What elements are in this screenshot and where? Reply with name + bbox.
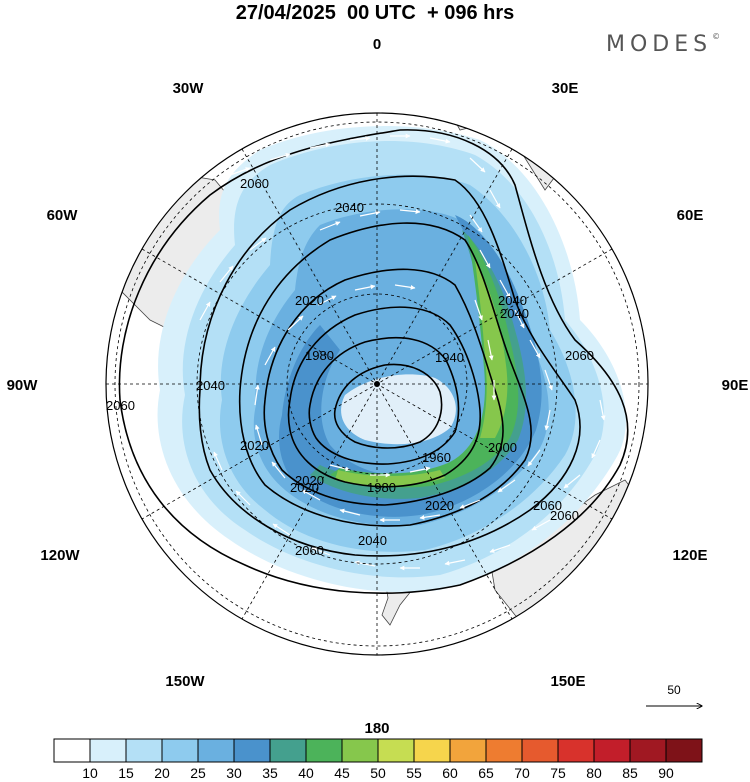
colorbar-segment bbox=[269, 738, 307, 763]
contour-label: 2040 bbox=[335, 200, 364, 215]
colorbar-tick-label: 20 bbox=[154, 765, 170, 781]
contour-label: 2040 bbox=[358, 533, 387, 548]
colorbar-segment bbox=[233, 738, 271, 763]
contour-label: 2000 bbox=[488, 440, 517, 455]
colorbar-tick-label: 25 bbox=[190, 765, 206, 781]
lon-label-120w: 120W bbox=[40, 547, 80, 564]
south-pole-marker bbox=[374, 381, 380, 387]
colorbar-segment bbox=[557, 738, 595, 763]
map-title: 27/04/2025 00 UTC + 096 hrs bbox=[235, 2, 515, 24]
contour-label: 2060 bbox=[240, 176, 269, 191]
colorbar-tick-label: 10 bbox=[82, 765, 98, 781]
colorbar-tick-label: 60 bbox=[442, 765, 458, 781]
contour-label: 2060 bbox=[550, 508, 579, 523]
colorbar bbox=[53, 738, 703, 763]
lon-label-30e: 30E bbox=[552, 80, 579, 97]
colorbar-tick-label: 35 bbox=[262, 765, 278, 781]
colorbar-tick-label: 80 bbox=[586, 765, 602, 781]
colorbar-segment bbox=[485, 738, 523, 763]
contour-label: 1960 bbox=[422, 450, 451, 465]
lon-label-180: 180 bbox=[364, 720, 389, 737]
contour-label: 2020 bbox=[295, 473, 324, 488]
colorbar-segment bbox=[341, 738, 379, 763]
lon-label-90w: 90W bbox=[7, 377, 39, 394]
contour-label: 1940 bbox=[435, 350, 464, 365]
contour-label: 2040 bbox=[498, 293, 527, 308]
colorbar-segment bbox=[161, 738, 199, 763]
colorbar-segment bbox=[593, 738, 631, 763]
lon-label-0: 0 bbox=[373, 36, 381, 53]
lon-label-60e: 60E bbox=[677, 207, 704, 224]
colorbar-segment bbox=[53, 738, 91, 763]
wind-reference-value: 50 bbox=[667, 683, 681, 697]
colorbar-tick-label: 75 bbox=[550, 765, 566, 781]
contour-label: 2060 bbox=[295, 543, 324, 558]
colorbar-segment bbox=[449, 738, 487, 763]
colorbar-segment bbox=[629, 738, 667, 763]
colorbar-segment bbox=[377, 738, 415, 763]
colorbar-tick-label: 45 bbox=[334, 765, 350, 781]
brand-name: MODES bbox=[606, 32, 713, 57]
contour-label: 2060 bbox=[106, 398, 135, 413]
contour-label: 2040 bbox=[196, 378, 225, 393]
brand-logo: MODES© bbox=[606, 32, 720, 57]
colorbar-segment bbox=[125, 738, 163, 763]
lon-label-150e: 150E bbox=[550, 673, 585, 690]
colorbar-tick-label: 90 bbox=[658, 765, 674, 781]
lon-label-60w: 60W bbox=[47, 207, 79, 224]
colorbar-tick-label: 85 bbox=[622, 765, 638, 781]
lon-label-90e: 90E bbox=[722, 377, 749, 394]
contour-label: 2040 bbox=[500, 306, 529, 321]
brand-mark: © bbox=[712, 32, 721, 41]
contour-label: 2020 bbox=[290, 480, 319, 495]
colorbar-segment bbox=[89, 738, 127, 763]
lon-label-150w: 150W bbox=[165, 673, 205, 690]
longitude-labels: 0 30E 60E 90E 120E 150E 180 150W 120W 90… bbox=[7, 36, 749, 737]
colorbar-tick-label: 15 bbox=[118, 765, 134, 781]
contour-labels: 2060 2040 2020 1980 1940 2040 2060 2040 … bbox=[106, 176, 594, 558]
contour-label: 2060 bbox=[533, 498, 562, 513]
contour-label: 1980 bbox=[367, 480, 396, 495]
colorbar-tick-label: 65 bbox=[478, 765, 494, 781]
contour-label: 2060 bbox=[565, 348, 594, 363]
colorbar-segment bbox=[413, 738, 451, 763]
colorbar-segment bbox=[305, 738, 343, 763]
colorbar-tick-label: 40 bbox=[298, 765, 314, 781]
contour-label: 2020 bbox=[240, 438, 269, 453]
wind-vectors bbox=[199, 133, 606, 571]
colorbar-segment bbox=[665, 738, 703, 763]
map-boundary bbox=[105, 112, 649, 656]
lon-label-30w: 30W bbox=[173, 80, 205, 97]
colorbar-segment bbox=[197, 738, 235, 763]
colorbar-tick-labels: 10 15 20 25 30 35 40 45 50 55 60 65 70 75 80 85 90 bbox=[82, 765, 674, 781]
colorbar-tick-label: 50 bbox=[370, 765, 386, 781]
colorbar-tick-label: 70 bbox=[514, 765, 530, 781]
wind-reference-key: 50 bbox=[646, 683, 702, 706]
contour-label: 2020 bbox=[425, 498, 454, 513]
colorbar-segment bbox=[521, 738, 559, 763]
colorbar-tick-label: 30 bbox=[226, 765, 242, 781]
lon-label-120e: 120E bbox=[672, 547, 707, 564]
contour-label: 2020 bbox=[295, 293, 324, 308]
colorbar-tick-label: 55 bbox=[406, 765, 422, 781]
contour-label: 1980 bbox=[305, 348, 334, 363]
